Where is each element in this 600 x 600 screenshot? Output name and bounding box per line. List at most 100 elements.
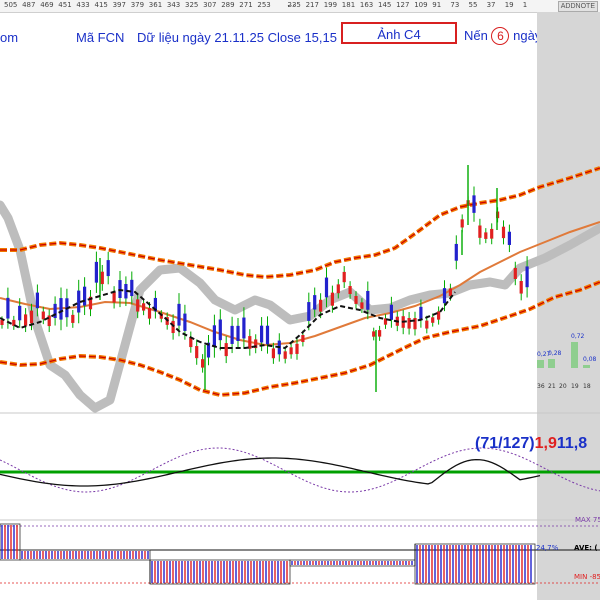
candle-body (171, 320, 175, 334)
max-label: MAX 75 (575, 516, 600, 524)
candle-body (313, 295, 317, 310)
mini-bar-label: 19 (571, 383, 579, 390)
candle-body (12, 319, 16, 326)
data-date-label: Dữ liệu ngày 21.11.25 Close 15,15 (137, 30, 337, 45)
histogram-block (0, 523, 21, 561)
upper-band-inner (0, 167, 600, 278)
mini-bar (537, 360, 544, 368)
ruler-tick: 505 (4, 1, 18, 9)
candle-body (372, 331, 376, 337)
price-panel (0, 165, 600, 413)
ave-label: AVE: ( 2 (574, 544, 600, 552)
candle-body (431, 317, 435, 323)
ruler-tick: 19 (504, 1, 514, 9)
mini-bar-label: 18 (583, 383, 591, 390)
symbol-label: Mã FCN (76, 30, 125, 45)
min-label: MIN -85 (574, 573, 600, 581)
candle-body (307, 302, 311, 321)
oscillator-dotted-line (0, 447, 600, 493)
candle-body (289, 347, 293, 355)
mini-bar (571, 342, 578, 368)
candle-body (201, 359, 205, 368)
candle-body (301, 335, 305, 343)
header-partial-label: om (0, 30, 19, 45)
candle-body (366, 290, 370, 310)
ruler-tick: 379 (130, 1, 145, 9)
candle-body (490, 228, 494, 239)
mini-bar-value: 0,72 (571, 333, 585, 340)
ruler-tick: 253 (257, 1, 271, 9)
ruler-tick: 91 (432, 1, 442, 9)
candle-body (53, 303, 57, 319)
ruler-tick: 433 (76, 1, 90, 9)
candle-body (35, 292, 39, 309)
candle-body (484, 232, 488, 239)
ruler-tick: 199 (323, 1, 338, 9)
oscillator-line (0, 457, 541, 487)
candle-body (47, 315, 51, 327)
ruler-tick: 181 (341, 1, 356, 9)
candle-body (342, 271, 346, 283)
candle-body (236, 325, 240, 341)
candle-body (94, 261, 98, 283)
candle-body (513, 267, 517, 280)
candle-body (124, 283, 128, 299)
ruler-tick: 325 (185, 1, 199, 9)
addnote-button[interactable]: ADDNOTE (557, 1, 598, 12)
candle-body (419, 306, 423, 321)
candle-body (41, 311, 45, 320)
candle-body (407, 318, 411, 329)
ruler-tick: 109 (414, 1, 428, 9)
candle-body (389, 304, 393, 320)
candle-body (454, 243, 458, 261)
candle-body (478, 225, 482, 238)
short-ma-line (0, 288, 456, 350)
ruler-tick: 451 (58, 1, 72, 9)
candle-body (271, 348, 275, 359)
candles-count-badge[interactable]: 6 (491, 27, 510, 45)
ruler-tick: 217 (305, 1, 319, 9)
mini-bar-label: 36 (537, 383, 545, 390)
candle-body (159, 313, 163, 319)
candle-body (88, 296, 93, 310)
candle-body (442, 288, 447, 304)
mini-bar-label: 21 (548, 383, 556, 390)
ruler-tick: 271 (239, 1, 253, 9)
candles-prefix: Nến (464, 28, 488, 43)
candle-body (130, 279, 134, 297)
mini-bar (548, 359, 555, 368)
candle-body (136, 299, 140, 312)
ruler-tick: 37 (486, 1, 496, 9)
candle-body (265, 325, 270, 345)
candle-body (336, 284, 340, 294)
ruler-tick: 235 (287, 1, 301, 9)
ruler-tick: 397 (112, 1, 126, 9)
candle-body (195, 346, 199, 359)
oscillator-panel (0, 447, 600, 493)
mini-bar-chart: 0,27 36 0,28 21 20 0,72 19 0,08 18 (537, 333, 597, 390)
candle-body (383, 318, 388, 325)
candle-body (319, 299, 323, 312)
grey-trend-line (0, 200, 600, 413)
candle-body (448, 288, 452, 297)
mini-bar-label: 20 (559, 383, 567, 390)
candle-body (153, 297, 157, 312)
candle-body (324, 277, 329, 298)
forecast-shaded-area (537, 12, 600, 600)
mini-bar-value: 0,27 (537, 351, 551, 358)
chart-title-box: Ảnh C4 (341, 22, 457, 44)
ruler-tick: 145 (378, 1, 392, 9)
candle-body (460, 219, 464, 228)
candle-body (254, 339, 258, 349)
oscillator-value-label: (71/127)1,911,8 (475, 435, 587, 452)
time-ruler[interactable]: 505 487 469 451 433 415 397 379 361 343 325 307 289 2… (0, 0, 600, 13)
candle-body (501, 226, 506, 239)
candles-label: Nến 6 ngày (464, 27, 541, 45)
ruler-scroll-handle[interactable]: ⋯ (287, 1, 295, 10)
mini-bar-value: 0,28 (548, 350, 562, 357)
candle-body (100, 271, 104, 285)
candle-body (112, 292, 116, 303)
candle-body (206, 342, 211, 358)
candle-body (525, 266, 529, 288)
